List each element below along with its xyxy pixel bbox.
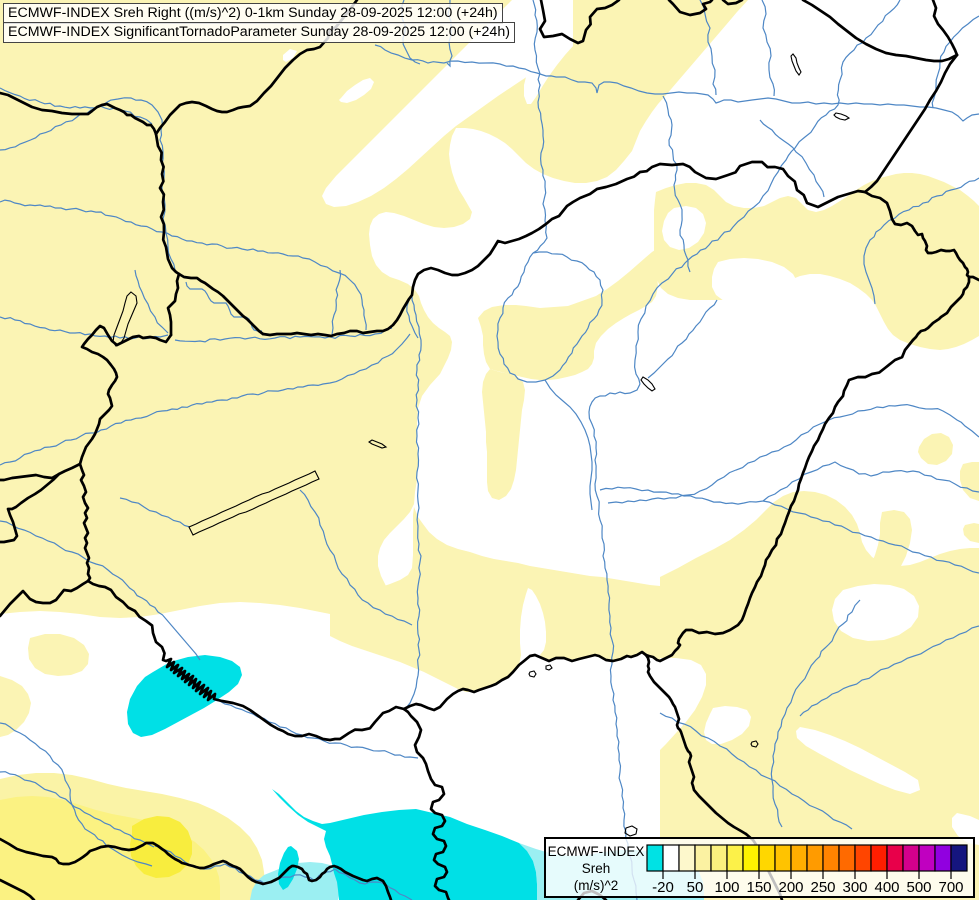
- svg-text:250: 250: [810, 879, 835, 896]
- svg-text:400: 400: [874, 879, 899, 896]
- svg-text:200: 200: [778, 879, 803, 896]
- svg-text:150: 150: [746, 879, 771, 896]
- svg-text:-20: -20: [652, 879, 674, 896]
- svg-text:500: 500: [906, 879, 931, 896]
- svg-text:100: 100: [714, 879, 739, 896]
- svg-text:50: 50: [687, 879, 704, 896]
- svg-text:300: 300: [842, 879, 867, 896]
- svg-text:700: 700: [938, 879, 963, 896]
